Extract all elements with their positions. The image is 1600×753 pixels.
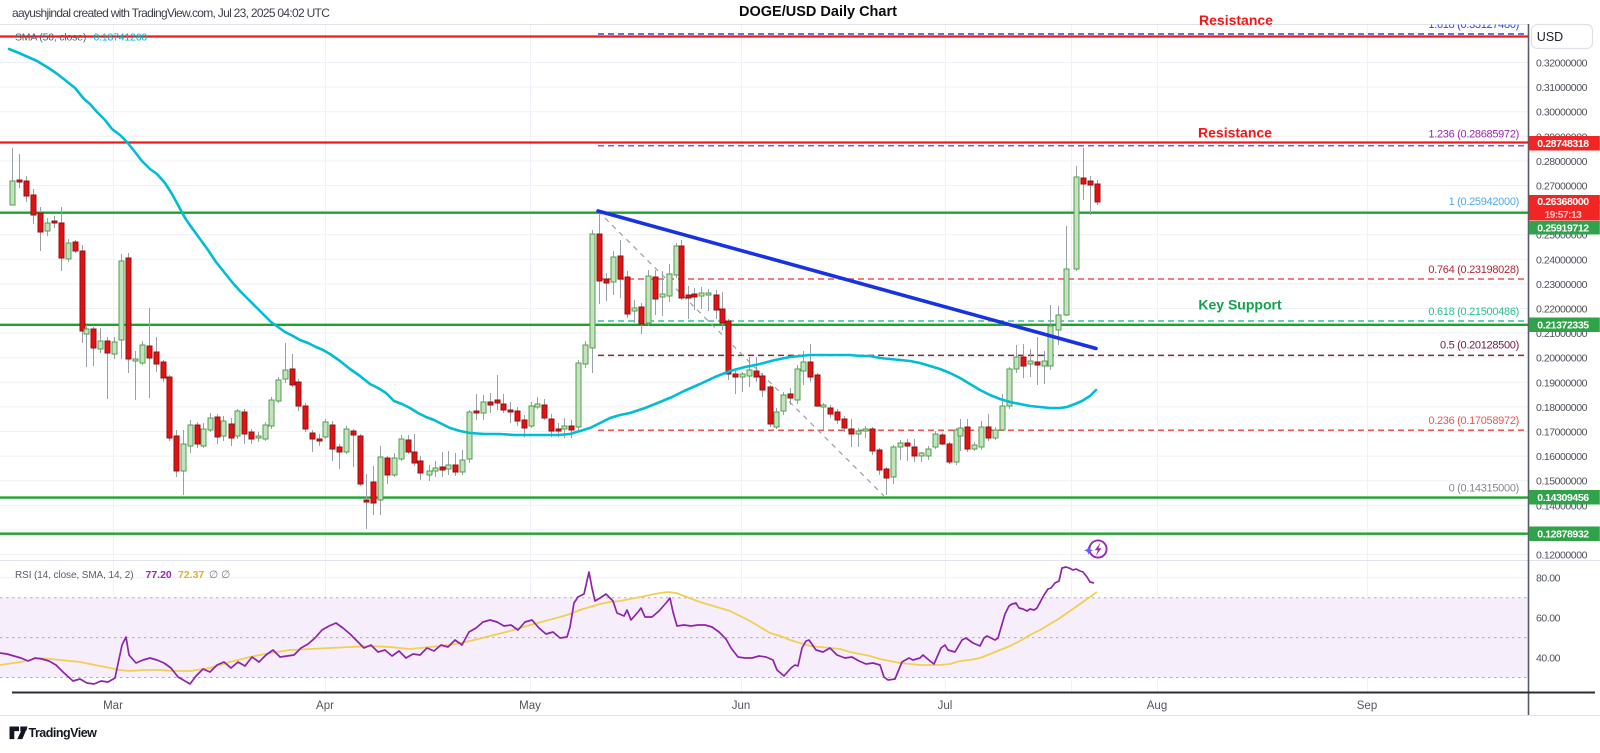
svg-text:19:57:13: 19:57:13 bbox=[1545, 210, 1583, 221]
svg-text:0.26368000: 0.26368000 bbox=[1537, 196, 1589, 208]
svg-text:77.20: 77.20 bbox=[146, 569, 172, 581]
svg-text:RSI (14, close, SMA, 14, 2): RSI (14, close, SMA, 14, 2) bbox=[15, 570, 133, 581]
svg-text:0.25919712: 0.25919712 bbox=[1537, 223, 1589, 235]
svg-text:0.18000000: 0.18000000 bbox=[1536, 402, 1588, 414]
svg-text:Jul: Jul bbox=[938, 700, 953, 712]
svg-text:1.618 (0.33127480): 1.618 (0.33127480) bbox=[1428, 19, 1519, 31]
svg-text:1.236 (0.28685972): 1.236 (0.28685972) bbox=[1428, 129, 1519, 141]
svg-text:0.5 (0.20128500): 0.5 (0.20128500) bbox=[1440, 340, 1519, 352]
svg-text:0.14309456: 0.14309456 bbox=[1537, 492, 1589, 504]
svg-text:SMA (50, close): SMA (50, close) bbox=[15, 32, 86, 44]
svg-text:0.24000000: 0.24000000 bbox=[1536, 254, 1588, 266]
svg-text:0.12000000: 0.12000000 bbox=[1536, 550, 1588, 562]
svg-text:0.19000000: 0.19000000 bbox=[1536, 377, 1588, 389]
svg-text:DOGE/USD Daily Chart: DOGE/USD Daily Chart bbox=[739, 4, 897, 20]
svg-text:0.28748318: 0.28748318 bbox=[1537, 138, 1589, 150]
svg-text:0.31000000: 0.31000000 bbox=[1536, 82, 1588, 94]
svg-text:0.20000000: 0.20000000 bbox=[1536, 353, 1588, 365]
svg-text:Sep: Sep bbox=[1357, 700, 1377, 712]
svg-text:Key Support: Key Support bbox=[1198, 297, 1282, 313]
svg-text:0.28000000: 0.28000000 bbox=[1536, 156, 1588, 168]
svg-text:80.00: 80.00 bbox=[1536, 573, 1561, 585]
svg-text:0.15000000: 0.15000000 bbox=[1536, 476, 1588, 488]
svg-text:0.18741260: 0.18741260 bbox=[94, 32, 148, 44]
svg-text:72.37: 72.37 bbox=[178, 569, 204, 581]
svg-text:aayushjindal created with Trad: aayushjindal created with TradingView.co… bbox=[12, 6, 330, 20]
svg-text:Aug: Aug bbox=[1147, 700, 1167, 712]
svg-text:0.618 (0.21500486): 0.618 (0.21500486) bbox=[1428, 306, 1519, 318]
svg-text:USD: USD bbox=[1537, 30, 1563, 44]
svg-text:May: May bbox=[519, 700, 541, 712]
svg-text:0.17000000: 0.17000000 bbox=[1536, 427, 1588, 439]
svg-text:0.22000000: 0.22000000 bbox=[1536, 304, 1588, 316]
svg-text:0 (0.14315000): 0 (0.14315000) bbox=[1449, 483, 1519, 495]
svg-text:0.16000000: 0.16000000 bbox=[1536, 451, 1588, 463]
svg-text:Apr: Apr bbox=[316, 700, 334, 712]
svg-text:Resistance: Resistance bbox=[1198, 125, 1272, 141]
svg-text:Mar: Mar bbox=[103, 700, 123, 712]
svg-text:60.00: 60.00 bbox=[1536, 613, 1561, 625]
svg-text:0.21372335: 0.21372335 bbox=[1537, 320, 1589, 332]
svg-text:0.30000000: 0.30000000 bbox=[1536, 107, 1588, 119]
svg-text:0.236 (0.17058972): 0.236 (0.17058972) bbox=[1428, 415, 1519, 427]
svg-text:0.764 (0.23198028): 0.764 (0.23198028) bbox=[1428, 264, 1519, 276]
svg-text:40.00: 40.00 bbox=[1536, 653, 1561, 665]
svg-text:0.12878932: 0.12878932 bbox=[1537, 529, 1589, 541]
svg-text:1 (0.25942000): 1 (0.25942000) bbox=[1449, 196, 1519, 208]
svg-text:Resistance: Resistance bbox=[1199, 12, 1273, 28]
svg-text:Jun: Jun bbox=[732, 700, 751, 712]
svg-text:TradingView: TradingView bbox=[29, 726, 98, 740]
svg-text:0.23000000: 0.23000000 bbox=[1536, 279, 1588, 291]
svg-text:∅ ∅: ∅ ∅ bbox=[209, 569, 230, 581]
svg-text:0.27000000: 0.27000000 bbox=[1536, 181, 1588, 193]
svg-text:0.32000000: 0.32000000 bbox=[1536, 58, 1588, 70]
